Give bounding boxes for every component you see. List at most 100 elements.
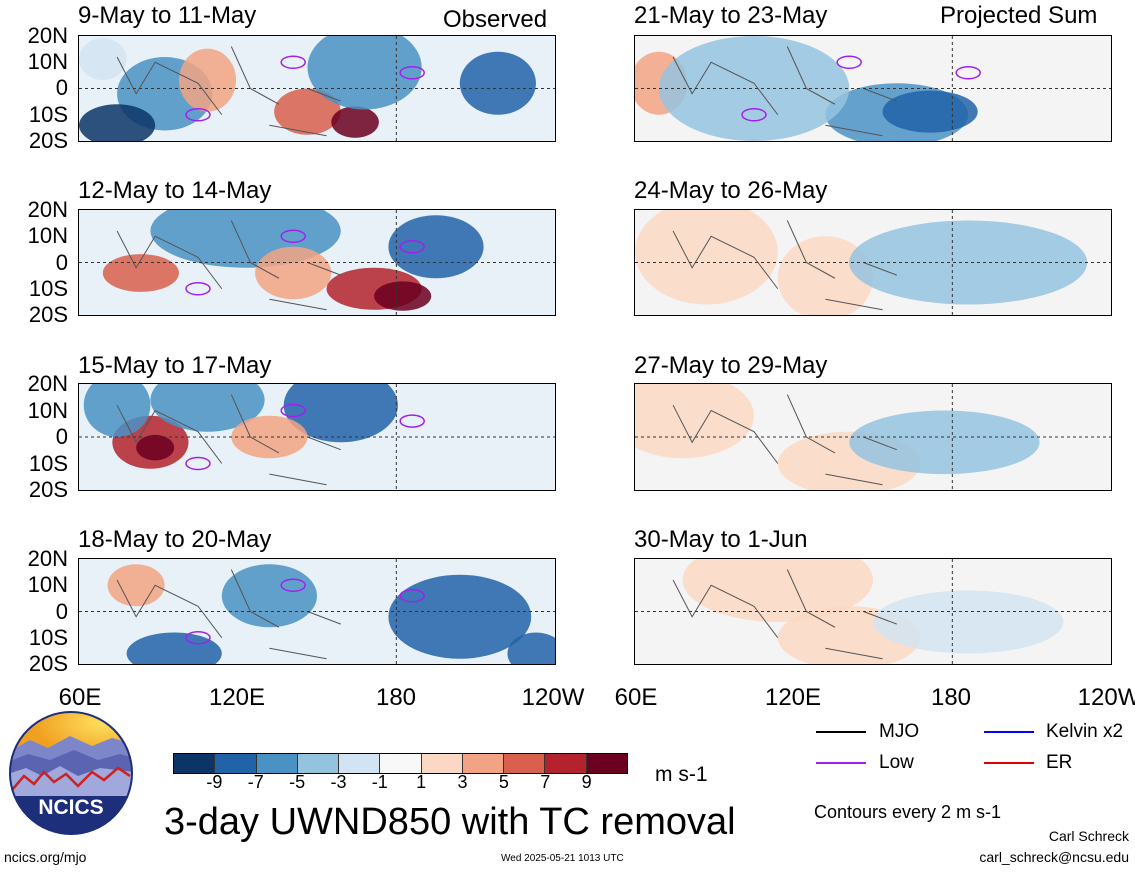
colorbar-swatch	[174, 754, 215, 773]
uwnd-field-layer	[79, 559, 555, 664]
colorbar-unit: m s-1	[655, 763, 708, 786]
panel-title: 18-May to 20-May	[78, 526, 272, 553]
lon-label: 120E	[764, 684, 822, 711]
lat-label: 0	[55, 424, 68, 449]
coastline	[672, 394, 897, 486]
colorbar-swatch	[338, 754, 380, 773]
lat-label: 20N	[27, 197, 68, 222]
colorbar-swatch	[379, 754, 421, 773]
wind-anomaly-region	[231, 415, 308, 459]
low-contour	[185, 282, 211, 296]
low-contour	[399, 240, 425, 254]
uwnd-field-layer	[635, 559, 1111, 664]
low-contour	[955, 66, 981, 80]
lat-label: 0	[55, 75, 68, 100]
low-contour	[399, 414, 425, 428]
wind-anomaly-region	[374, 281, 432, 311]
coastline	[672, 569, 897, 660]
wind-anomaly-region	[283, 384, 398, 443]
coastline	[116, 220, 341, 311]
colorbar-tick-label: -7	[247, 772, 264, 792]
wind-anomaly-region	[635, 384, 754, 459]
observed-map-panel-4	[78, 558, 556, 665]
low-contour	[399, 589, 425, 603]
panel-title: 27-May to 29-May	[634, 352, 828, 379]
uwnd-field-layer	[635, 384, 1111, 490]
uwnd-field-layer	[635, 36, 1111, 141]
wind-anomaly-region	[221, 564, 317, 628]
panel-title: 30-May to 1-Jun	[634, 526, 808, 553]
lat-label: 10S	[28, 451, 68, 476]
wind-anomaly-region	[79, 38, 127, 81]
low-contour	[280, 578, 306, 592]
low-contour	[399, 66, 425, 80]
mjo-legend-line	[816, 731, 866, 733]
legend-label: MJO	[879, 721, 920, 742]
observed-map-panel-1	[78, 35, 556, 142]
wind-anomaly-region	[79, 104, 156, 141]
lon-label: 120W	[521, 684, 585, 711]
lat-label: 10S	[28, 102, 68, 127]
colorbar-swatch	[296, 754, 339, 773]
wind-anomaly-region	[635, 210, 778, 305]
lat-label: 10S	[28, 276, 68, 301]
observed-map-panel-2	[78, 209, 556, 316]
wind-anomaly-region	[136, 434, 175, 461]
coastline	[116, 46, 341, 137]
legend-label: Kelvin x2	[1046, 721, 1124, 742]
lon-label: 120E	[208, 684, 266, 711]
colorbar-swatch	[585, 754, 627, 773]
projected-map-panel-3	[634, 383, 1112, 491]
low-contour	[185, 631, 211, 645]
colorbar-tick-label: -9	[206, 772, 223, 792]
contour-legend: MJO Kelvin x2 Low ER	[816, 720, 1134, 780]
coastline	[116, 394, 341, 486]
coastline	[672, 220, 897, 311]
wind-anomaly-region	[459, 51, 536, 115]
colorbar-tick-label: 9	[581, 772, 592, 792]
low-legend-line	[816, 762, 866, 764]
wind-anomaly-region	[682, 559, 873, 622]
coastline	[672, 46, 897, 137]
lon-label: 180	[930, 684, 972, 711]
colorbar-swatch	[214, 754, 256, 773]
lat-label: 10N	[27, 398, 68, 423]
wind-anomaly-region	[102, 254, 179, 292]
wind-anomaly-region	[388, 215, 484, 279]
low-contour	[185, 108, 211, 122]
colorbar-tick-label: -1	[371, 772, 388, 792]
wind-anomaly-region	[777, 236, 873, 315]
colorbar-tick-label: -5	[289, 772, 306, 792]
panel-title: 24-May to 26-May	[634, 177, 828, 204]
lat-label: 20N	[27, 371, 68, 396]
colorbar-tick-label: 5	[498, 772, 509, 792]
legend-label: Low	[879, 752, 914, 773]
wind-anomaly-region	[882, 90, 978, 133]
projected-map-panel-1	[634, 35, 1112, 142]
footer-url: ncics.org/mjo	[4, 849, 87, 865]
kelvin-legend-line	[984, 731, 1034, 733]
wind-anomaly-region	[178, 48, 237, 112]
lat-label: 10N	[27, 572, 68, 597]
colorbar-swatch	[503, 754, 545, 773]
wind-anomaly-region	[107, 564, 165, 607]
panel-title: 15-May to 17-May	[78, 352, 272, 379]
lat-label: 20S	[28, 302, 68, 327]
lat-label: 20S	[28, 477, 68, 502]
lat-label: 10S	[28, 625, 68, 650]
lon-label: 60E	[614, 684, 658, 711]
low-contour	[836, 55, 862, 69]
lat-label: 20N	[27, 546, 68, 571]
wind-anomaly-region	[255, 246, 332, 300]
uwnd-field-layer	[79, 210, 555, 315]
colorbar-swatch	[461, 754, 504, 773]
uwnd-field-layer	[79, 384, 555, 490]
uwnd-field-layer	[79, 36, 555, 141]
lon-label: 60E	[58, 684, 102, 711]
legend-label: ER	[1046, 752, 1073, 773]
lat-label: 20S	[28, 128, 68, 153]
wind-anomaly-region	[126, 632, 222, 664]
colorbar-tick-label: -3	[330, 772, 347, 792]
projected-map-panel-4	[634, 558, 1112, 665]
observed-header: Observed	[443, 6, 548, 33]
